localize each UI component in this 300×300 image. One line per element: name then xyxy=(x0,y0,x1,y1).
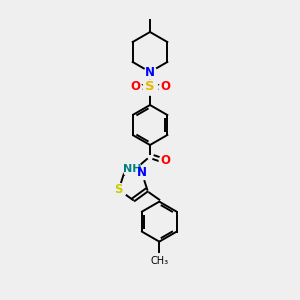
Text: O: O xyxy=(160,80,170,94)
Text: N: N xyxy=(137,167,147,179)
Text: S: S xyxy=(145,80,155,94)
Text: O: O xyxy=(160,154,170,166)
Text: S: S xyxy=(115,183,123,196)
Text: O: O xyxy=(130,80,140,94)
Text: N: N xyxy=(145,65,155,79)
Text: CH₃: CH₃ xyxy=(150,256,168,266)
Text: NH: NH xyxy=(123,164,141,174)
